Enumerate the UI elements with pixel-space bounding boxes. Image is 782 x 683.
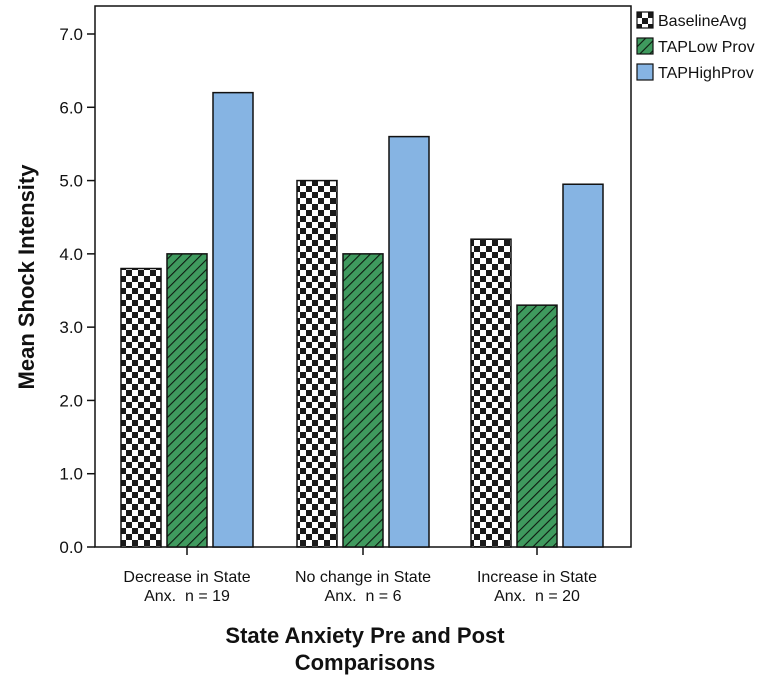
bar-baselineavg-2 bbox=[296, 179, 338, 548]
legend: BaselineAvg TAPLow Prov TAPHighProv bbox=[636, 11, 755, 82]
category-label-3-line-1: Increase in State bbox=[477, 569, 597, 586]
y-tick-label: 4.0 bbox=[59, 245, 83, 264]
y-tick-label: 0.0 bbox=[59, 538, 83, 557]
y-axis-title: Mean Shock Intensity bbox=[14, 164, 39, 390]
bar-baselineavg-1 bbox=[120, 267, 162, 548]
y-tick-label: 2.0 bbox=[59, 391, 83, 410]
y-axis: 0.0 1.0 2.0 3.0 4.0 5.0 6.0 7.0 bbox=[59, 25, 95, 557]
bar-taphighprov-2 bbox=[388, 135, 430, 548]
y-tick-label: 1.0 bbox=[59, 465, 83, 484]
legend-label-2: TAPLow Prov bbox=[658, 39, 755, 56]
y-tick-label: 6.0 bbox=[59, 98, 83, 117]
y-tick-label: 3.0 bbox=[59, 318, 83, 337]
legend-swatch-2 bbox=[636, 37, 654, 55]
bar-taplow-prov-2 bbox=[342, 253, 384, 548]
category-label-3-line-2: Anx. n = 20 bbox=[494, 588, 580, 605]
x-axis-title-line-2: Comparisons bbox=[295, 650, 436, 675]
category-label-1-line-1: Decrease in State bbox=[123, 569, 250, 586]
category-labels: Decrease in State Anx. n = 19 No change in… bbox=[123, 569, 597, 605]
legend-swatch-3 bbox=[636, 63, 654, 81]
bar-taplow-prov-1 bbox=[166, 253, 208, 548]
bars-group bbox=[120, 91, 604, 548]
y-tick-label: 7.0 bbox=[59, 25, 83, 44]
y-tick-label: 5.0 bbox=[59, 172, 83, 191]
x-axis bbox=[186, 547, 538, 555]
bar-taphighprov-3 bbox=[562, 183, 604, 548]
category-label-1-line-2: Anx. n = 19 bbox=[144, 588, 230, 605]
x-axis-title-line-1: State Anxiety Pre and Post bbox=[225, 623, 505, 648]
legend-label-1: BaselineAvg bbox=[658, 13, 747, 30]
legend-swatch-1 bbox=[636, 11, 654, 29]
bar-baselineavg-3 bbox=[470, 238, 512, 548]
category-label-2-line-2: Anx. n = 6 bbox=[325, 588, 402, 605]
legend-label-3: TAPHighProv bbox=[658, 65, 754, 82]
category-label-2-line-1: No change in State bbox=[295, 569, 431, 586]
bar-taplow-prov-3 bbox=[516, 304, 558, 548]
bar-taphighprov-1 bbox=[212, 91, 254, 548]
